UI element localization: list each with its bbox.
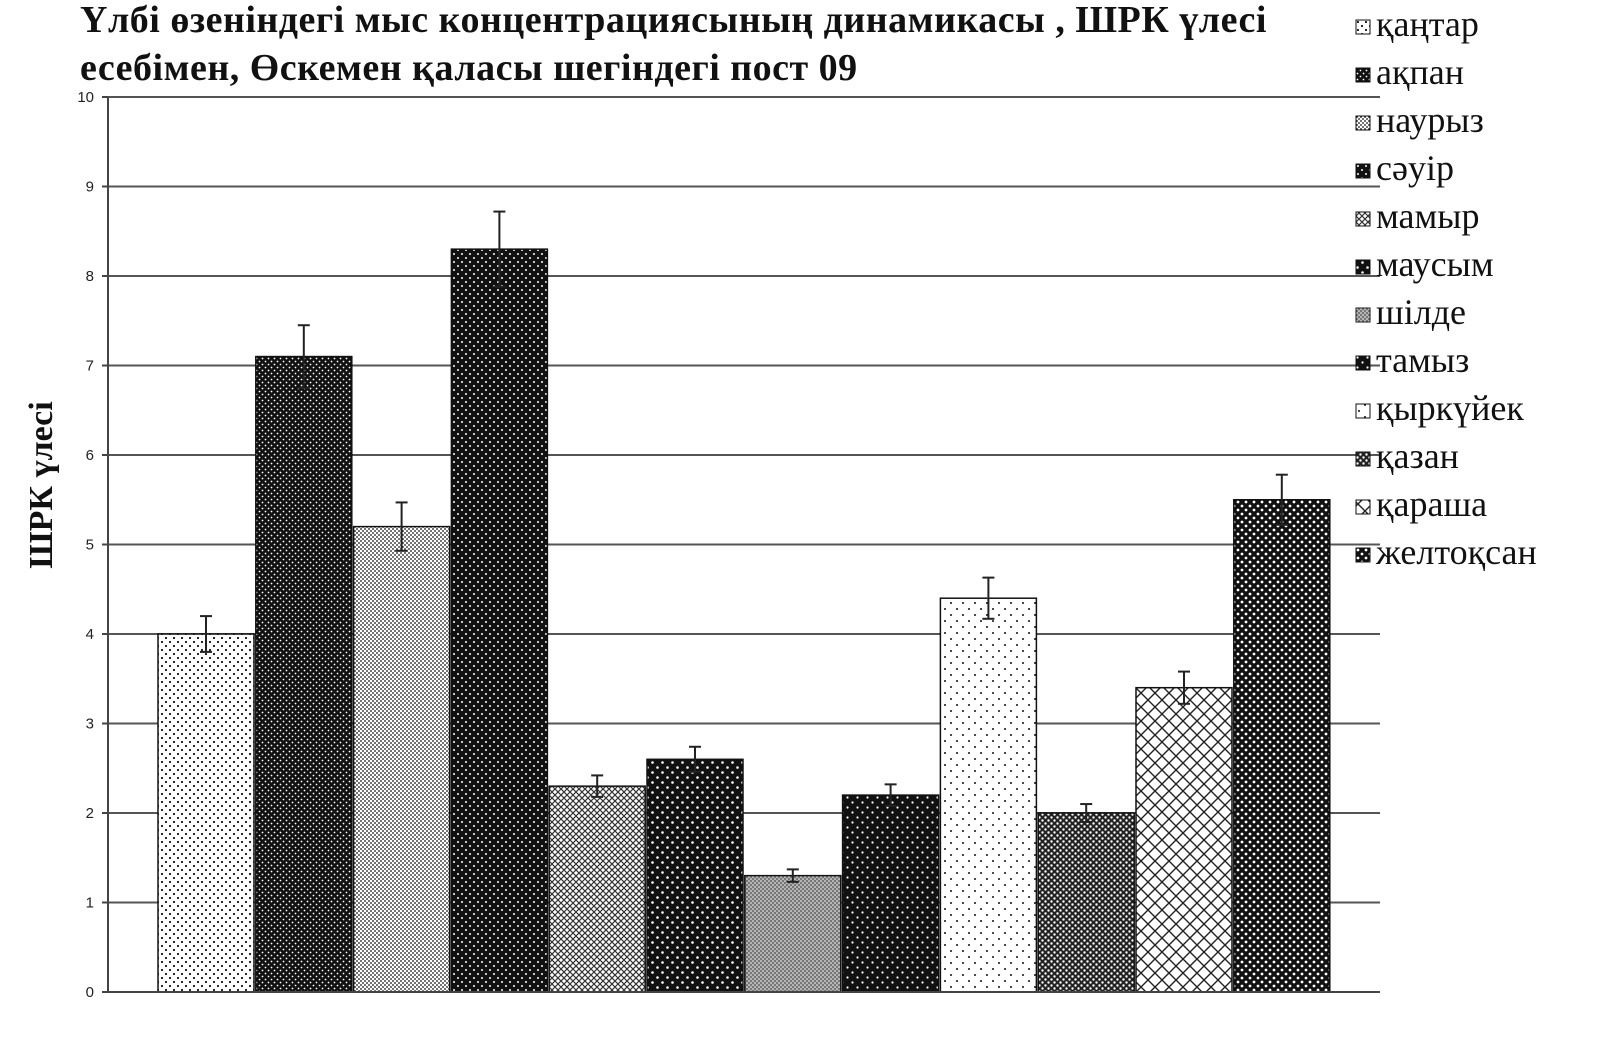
y-tick-label: 3 (86, 716, 94, 733)
legend-label-2: ақпан (1376, 52, 1464, 92)
legend-swatch-5 (1355, 211, 1371, 227)
y-tick-label: 6 (86, 447, 94, 464)
y-tick-label: 2 (86, 805, 94, 822)
legend-label-8: тамыз (1376, 340, 1469, 380)
legend-label-11: қараша (1376, 484, 1487, 524)
bar-12 (1233, 499, 1331, 993)
y-tick-label: 8 (86, 268, 94, 285)
bar-6 (646, 758, 744, 993)
legend-swatch-12 (1355, 547, 1371, 563)
legend-label-12: желтоқсан (1375, 532, 1537, 572)
y-tick-label: 10 (77, 89, 94, 106)
bar-1 (157, 633, 255, 993)
legend-swatch-4 (1355, 163, 1371, 179)
legend-swatch-9 (1355, 403, 1371, 419)
y-tick-label: 9 (86, 179, 94, 196)
bar-10 (1037, 812, 1135, 993)
bars (157, 210, 1331, 993)
legend-swatch-6 (1355, 259, 1371, 275)
legend-swatch-8 (1355, 355, 1371, 371)
legend-label-10: қазан (1376, 436, 1459, 476)
bar-9 (939, 597, 1038, 993)
y-tick-label: 7 (86, 358, 94, 375)
bar-2 (255, 355, 353, 993)
axes: 0 1 2 3 4 5 6 7 8 9 10 (77, 89, 1380, 1001)
bar-3 (352, 525, 451, 993)
legend-label-6: маусым (1376, 244, 1494, 284)
bar-4 (450, 248, 549, 993)
legend-label-5: мамыр (1376, 196, 1479, 236)
y-tick-label: 5 (86, 537, 94, 554)
bar-7 (744, 874, 842, 993)
y-tick-label: 4 (86, 626, 94, 643)
legend-swatch-7 (1355, 307, 1371, 323)
legend-swatch-3 (1355, 115, 1371, 131)
legend-label-9: қыркүйек (1376, 388, 1524, 428)
legend-label-4: сәуір (1376, 148, 1454, 188)
legend-label-1: қаңтар (1376, 4, 1479, 44)
legend-swatch-1 (1355, 19, 1371, 35)
chart-title-line1: Үлбі өзеніндегі мыс концентрациясының ди… (80, 0, 1267, 41)
legend-label-3: наурыз (1376, 100, 1484, 140)
bar-8 (841, 794, 940, 993)
y-tick-label: 0 (86, 984, 94, 1001)
y-axis-label: ШРК үлесі (23, 401, 60, 568)
bar-11 (1135, 686, 1233, 993)
chart-title-line2: есебімен, Өскемен қаласы шегіндегі пост … (80, 47, 858, 89)
legend-swatch-2 (1355, 67, 1371, 83)
legend-swatch-10 (1355, 451, 1371, 467)
legend-label-7: шілде (1376, 292, 1466, 332)
y-tick-label: 1 (86, 895, 94, 912)
legend-swatch-11 (1355, 499, 1371, 515)
legend: қаңтар ақпан наурыз сәуір мамыр маусым шілде та… (1355, 4, 1537, 572)
bar-5 (548, 785, 646, 993)
